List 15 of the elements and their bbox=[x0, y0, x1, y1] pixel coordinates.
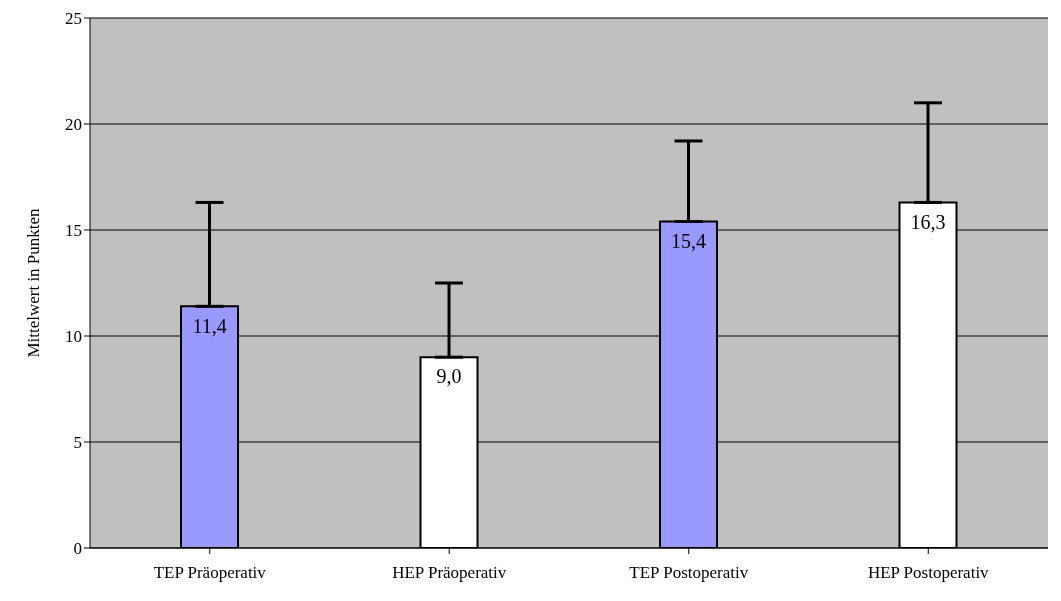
data-label: 9,0 bbox=[436, 365, 462, 388]
y-tick-label: 15 bbox=[65, 221, 82, 241]
x-tick-label: TEP Präoperativ bbox=[153, 563, 267, 583]
y-axis-title: Mittelwert in Punkten bbox=[24, 207, 44, 358]
y-tick-label: 20 bbox=[65, 115, 82, 135]
data-label: 15,4 bbox=[671, 229, 707, 252]
data-label: 11,4 bbox=[192, 314, 227, 337]
y-tick-label: 5 bbox=[73, 433, 82, 453]
x-tick-label: HEP Präoperativ bbox=[392, 563, 507, 583]
y-tick-label: 10 bbox=[65, 327, 82, 347]
data-label: 16,3 bbox=[910, 210, 946, 233]
y-tick-label: 0 bbox=[73, 539, 82, 559]
x-tick-label: HEP Postoperativ bbox=[867, 563, 990, 583]
y-tick-label: 25 bbox=[65, 9, 82, 29]
x-tick-label: TEP Postoperativ bbox=[629, 563, 749, 583]
